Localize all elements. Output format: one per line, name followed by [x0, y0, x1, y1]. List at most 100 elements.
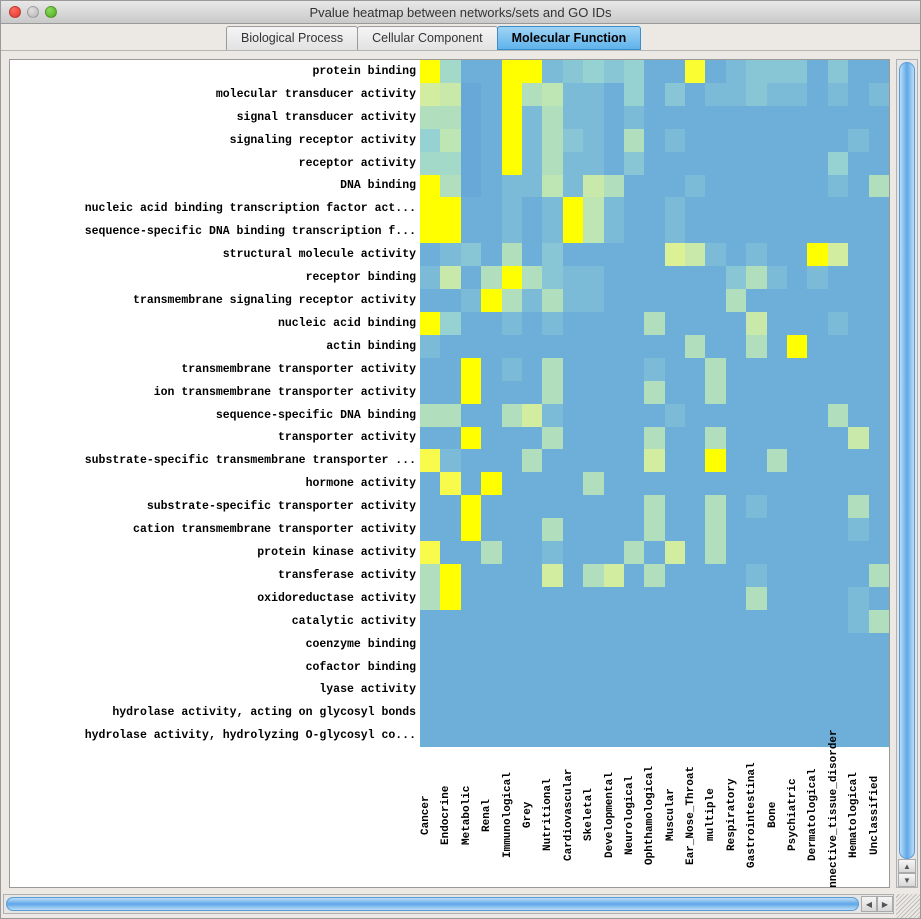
heatmap-cell-13-21[interactable]	[848, 358, 868, 381]
heatmap-cell-2-17[interactable]	[767, 106, 787, 129]
heatmap-cell-4-15[interactable]	[726, 152, 746, 175]
heatmap-cell-8-22[interactable]	[869, 243, 889, 266]
maximize-button[interactable]	[45, 6, 57, 18]
heatmap-cell-16-17[interactable]	[767, 427, 787, 450]
heatmap-cell-5-16[interactable]	[746, 175, 766, 198]
heatmap-cell-25-2[interactable]	[461, 633, 481, 656]
heatmap-cell-17-14[interactable]	[705, 449, 725, 472]
heatmap-cell-16-4[interactable]	[502, 427, 522, 450]
heatmap-cell-24-4[interactable]	[502, 610, 522, 633]
heatmap-cell-13-12[interactable]	[665, 358, 685, 381]
heatmap-cell-28-11[interactable]	[644, 701, 664, 724]
heatmap-cell-19-12[interactable]	[665, 495, 685, 518]
heatmap-cell-15-3[interactable]	[481, 404, 501, 427]
heatmap-cell-29-8[interactable]	[583, 724, 603, 747]
heatmap-cell-8-10[interactable]	[624, 243, 644, 266]
heatmap-cell-17-17[interactable]	[767, 449, 787, 472]
heatmap-cell-21-8[interactable]	[583, 541, 603, 564]
heatmap-cell-2-11[interactable]	[644, 106, 664, 129]
heatmap-cell-21-21[interactable]	[848, 541, 868, 564]
heatmap-cell-22-2[interactable]	[461, 564, 481, 587]
heatmap-cell-25-21[interactable]	[848, 633, 868, 656]
heatmap-cell-10-20[interactable]	[828, 289, 848, 312]
heatmap-cell-26-8[interactable]	[583, 656, 603, 679]
heatmap-cell-29-13[interactable]	[685, 724, 705, 747]
heatmap-cell-16-2[interactable]	[461, 427, 481, 450]
heatmap-cell-20-3[interactable]	[481, 518, 501, 541]
heatmap-cell-21-10[interactable]	[624, 541, 644, 564]
heatmap-cell-15-1[interactable]	[440, 404, 460, 427]
heatmap-cell-16-7[interactable]	[563, 427, 583, 450]
heatmap-cell-11-16[interactable]	[746, 312, 766, 335]
heatmap-cell-0-0[interactable]	[420, 60, 440, 83]
heatmap-cell-0-9[interactable]	[604, 60, 624, 83]
heatmap-cell-9-17[interactable]	[767, 266, 787, 289]
heatmap-cell-17-13[interactable]	[685, 449, 705, 472]
heatmap-cell-2-1[interactable]	[440, 106, 460, 129]
heatmap-cell-12-19[interactable]	[807, 335, 827, 358]
heatmap-cell-27-13[interactable]	[685, 678, 705, 701]
heatmap-cell-10-9[interactable]	[604, 289, 624, 312]
heatmap-cell-0-8[interactable]	[583, 60, 603, 83]
heatmap-cell-16-9[interactable]	[604, 427, 624, 450]
heatmap-cell-23-13[interactable]	[685, 587, 705, 610]
heatmap-cell-5-11[interactable]	[644, 175, 664, 198]
resize-handle[interactable]	[896, 894, 920, 918]
heatmap-cell-4-17[interactable]	[767, 152, 787, 175]
heatmap-cell-3-18[interactable]	[787, 129, 807, 152]
heatmap-cell-12-8[interactable]	[583, 335, 603, 358]
heatmap-cell-0-11[interactable]	[644, 60, 664, 83]
heatmap-cell-16-11[interactable]	[644, 427, 664, 450]
heatmap-cell-26-5[interactable]	[522, 656, 542, 679]
heatmap-cell-11-13[interactable]	[685, 312, 705, 335]
heatmap-cell-9-8[interactable]	[583, 266, 603, 289]
heatmap-cell-26-2[interactable]	[461, 656, 481, 679]
heatmap-cell-25-6[interactable]	[542, 633, 562, 656]
heatmap-cell-25-11[interactable]	[644, 633, 664, 656]
heatmap-cell-12-10[interactable]	[624, 335, 644, 358]
heatmap-cell-3-2[interactable]	[461, 129, 481, 152]
heatmap-cell-19-8[interactable]	[583, 495, 603, 518]
heatmap-cell-25-8[interactable]	[583, 633, 603, 656]
heatmap-cell-17-22[interactable]	[869, 449, 889, 472]
heatmap-cell-22-20[interactable]	[828, 564, 848, 587]
heatmap-cell-11-6[interactable]	[542, 312, 562, 335]
heatmap-cell-21-5[interactable]	[522, 541, 542, 564]
heatmap-cell-10-2[interactable]	[461, 289, 481, 312]
heatmap-cell-5-21[interactable]	[848, 175, 868, 198]
heatmap-cell-13-22[interactable]	[869, 358, 889, 381]
heatmap-cell-7-6[interactable]	[542, 220, 562, 243]
heatmap-cell-19-17[interactable]	[767, 495, 787, 518]
heatmap-cell-24-1[interactable]	[440, 610, 460, 633]
heatmap-cell-16-1[interactable]	[440, 427, 460, 450]
heatmap-cell-23-20[interactable]	[828, 587, 848, 610]
heatmap-cell-14-14[interactable]	[705, 381, 725, 404]
heatmap-cell-23-22[interactable]	[869, 587, 889, 610]
heatmap-cell-8-16[interactable]	[746, 243, 766, 266]
heatmap-cell-26-14[interactable]	[705, 656, 725, 679]
heatmap-cell-28-8[interactable]	[583, 701, 603, 724]
heatmap-cell-6-6[interactable]	[542, 197, 562, 220]
heatmap-cell-5-0[interactable]	[420, 175, 440, 198]
heatmap-cell-1-18[interactable]	[787, 83, 807, 106]
heatmap-cell-23-18[interactable]	[787, 587, 807, 610]
heatmap-cell-18-10[interactable]	[624, 472, 644, 495]
heatmap-cell-6-5[interactable]	[522, 197, 542, 220]
heatmap-cell-12-16[interactable]	[746, 335, 766, 358]
heatmap-cell-1-7[interactable]	[563, 83, 583, 106]
heatmap-cell-15-13[interactable]	[685, 404, 705, 427]
heatmap-cell-4-4[interactable]	[502, 152, 522, 175]
heatmap-cell-29-19[interactable]	[807, 724, 827, 747]
vertical-scrollbar[interactable]: ▲ ▼	[896, 59, 918, 888]
heatmap-cell-22-10[interactable]	[624, 564, 644, 587]
heatmap-cell-7-13[interactable]	[685, 220, 705, 243]
heatmap-cell-9-6[interactable]	[542, 266, 562, 289]
heatmap-cell-11-11[interactable]	[644, 312, 664, 335]
heatmap-cell-13-3[interactable]	[481, 358, 501, 381]
heatmap-cell-14-0[interactable]	[420, 381, 440, 404]
heatmap-cell-2-8[interactable]	[583, 106, 603, 129]
heatmap-cell-1-14[interactable]	[705, 83, 725, 106]
heatmap-cell-26-3[interactable]	[481, 656, 501, 679]
heatmap-cell-4-11[interactable]	[644, 152, 664, 175]
heatmap-cell-15-16[interactable]	[746, 404, 766, 427]
